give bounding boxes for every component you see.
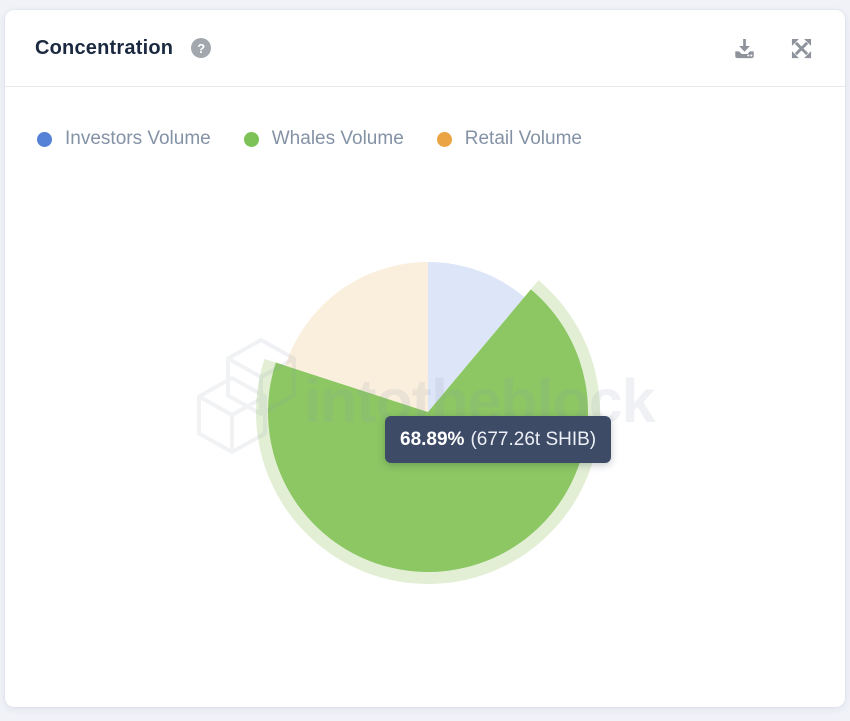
legend-dot-investors [37, 131, 52, 147]
legend-label-retail: Retail Volume [464, 128, 582, 149]
concentration-widget-card: Concentration ? [5, 10, 845, 707]
fullscreen-expand-icon[interactable] [788, 35, 815, 62]
legend-item-whales-volume[interactable]: Whales Volume [243, 128, 404, 150]
help-icon[interactable]: ? [191, 38, 212, 58]
legend-dot-whales [243, 131, 259, 147]
download-icon[interactable] [731, 35, 758, 62]
tooltip-percent: 68.89% [400, 428, 465, 450]
chart-tooltip: 68.89% (677.26t SHIB) [385, 416, 612, 463]
legend-dot-retail [436, 131, 452, 147]
chart-legend: Investors Volume Whales Volume Retail Vo… [5, 128, 845, 150]
widget-title: Concentration [35, 36, 174, 59]
widget-header: Concentration ? [5, 10, 845, 86]
pie-slice-investors-volume[interactable] [428, 262, 525, 412]
intotheblock-cube-icon [197, 338, 296, 454]
pie-chart-svg: intotheblock [197, 262, 657, 584]
legend-label-whales: Whales Volume [271, 128, 404, 149]
legend-label-investors: Investors Volume [65, 128, 211, 149]
pie-slice-retail-volume[interactable] [285, 262, 428, 412]
tooltip-amount: (677.26t SHIB) [470, 428, 597, 450]
legend-item-investors-volume[interactable]: Investors Volume [37, 128, 211, 150]
header-divider [5, 86, 845, 87]
legend-item-retail-volume[interactable]: Retail Volume [436, 128, 582, 150]
